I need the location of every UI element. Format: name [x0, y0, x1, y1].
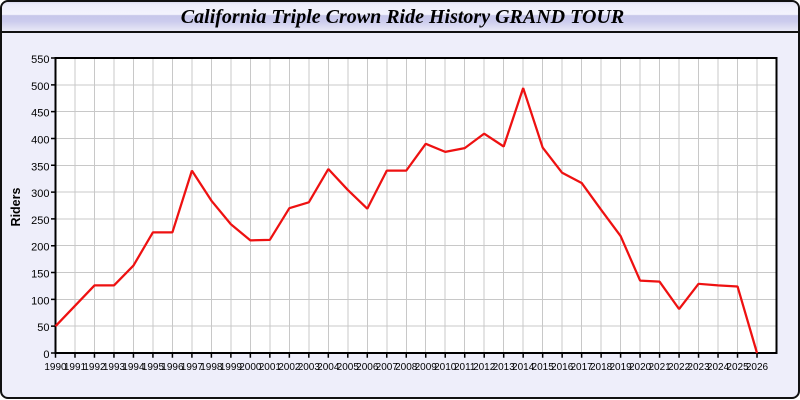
svg-text:1998: 1998	[200, 362, 223, 373]
svg-text:1999: 1999	[220, 362, 243, 373]
svg-text:550: 550	[31, 54, 49, 66]
svg-text:2011: 2011	[454, 362, 476, 373]
svg-text:200: 200	[31, 242, 49, 254]
svg-text:2004: 2004	[317, 362, 340, 373]
svg-text:1992: 1992	[83, 362, 106, 373]
svg-text:100: 100	[31, 295, 49, 307]
svg-text:1994: 1994	[122, 362, 145, 373]
svg-text:2006: 2006	[356, 362, 379, 373]
svg-text:2024: 2024	[707, 362, 730, 373]
svg-text:2010: 2010	[434, 362, 457, 373]
svg-text:2019: 2019	[609, 362, 632, 373]
svg-text:1995: 1995	[142, 362, 165, 373]
svg-text:400: 400	[31, 134, 49, 146]
svg-text:2025: 2025	[726, 362, 749, 373]
svg-text:2008: 2008	[395, 362, 418, 373]
svg-text:2023: 2023	[687, 362, 710, 373]
svg-text:1991: 1991	[64, 362, 87, 373]
svg-text:2012: 2012	[473, 362, 496, 373]
svg-text:250: 250	[31, 215, 49, 227]
svg-text:2017: 2017	[571, 362, 594, 373]
svg-text:2020: 2020	[629, 362, 652, 373]
svg-text:1996: 1996	[161, 362, 184, 373]
svg-text:Riders: Riders	[9, 188, 23, 227]
svg-text:2003: 2003	[298, 362, 321, 373]
svg-text:2007: 2007	[376, 362, 399, 373]
svg-text:2026: 2026	[746, 362, 769, 373]
svg-text:2000: 2000	[239, 362, 262, 373]
svg-text:450: 450	[31, 108, 49, 120]
svg-text:2005: 2005	[337, 362, 360, 373]
svg-text:1990: 1990	[44, 362, 67, 373]
svg-text:2022: 2022	[668, 362, 691, 373]
svg-text:2013: 2013	[493, 362, 516, 373]
svg-text:0: 0	[43, 349, 49, 361]
svg-text:2002: 2002	[278, 362, 301, 373]
svg-text:500: 500	[31, 81, 49, 93]
svg-text:2009: 2009	[415, 362, 438, 373]
svg-text:2016: 2016	[551, 362, 574, 373]
svg-text:2021: 2021	[648, 362, 671, 373]
svg-text:1993: 1993	[103, 362, 126, 373]
svg-text:50: 50	[37, 322, 49, 334]
svg-text:300: 300	[31, 188, 49, 200]
svg-text:2018: 2018	[590, 362, 613, 373]
svg-text:1997: 1997	[181, 362, 204, 373]
svg-text:2014: 2014	[512, 362, 535, 373]
svg-text:2001: 2001	[259, 362, 282, 373]
svg-text:350: 350	[31, 161, 49, 173]
svg-text:2015: 2015	[532, 362, 555, 373]
svg-text:150: 150	[31, 269, 49, 281]
